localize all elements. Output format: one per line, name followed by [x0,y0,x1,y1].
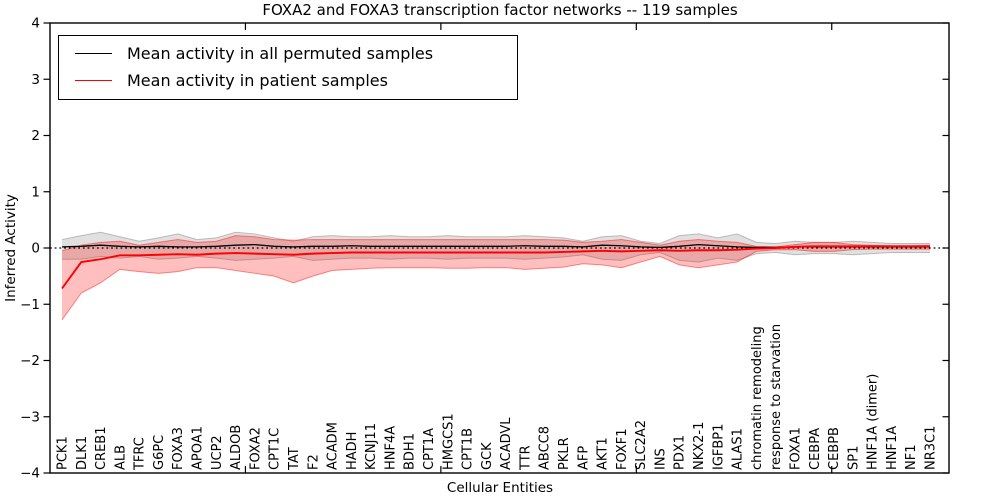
chart-title: FOXA2 and FOXA3 transcription factor net… [262,1,738,19]
permuted-line-swatch [75,53,112,54]
x-category-label: DLK1 [75,436,90,470]
x-category-label: FOXA1 [788,427,803,470]
y-tick-label: 4 [31,16,40,32]
x-category-label: FOXF1 [615,428,630,470]
y-tick-label: 2 [31,128,40,144]
x-category-label: TTR [518,445,533,471]
x-category-label: NF1 [904,445,919,470]
x-category-label: FOXA3 [171,427,186,470]
y-axis-label: Inferred Activity [3,194,19,302]
x-category-label: HNF4A [383,426,398,470]
x-category-label: G6PC [152,435,167,470]
x-category-label: SP1 [846,446,861,470]
x-category-label: PKLR [557,437,572,470]
x-category-label: KCNJ11 [364,423,379,470]
x-category-label: CEBPA [808,428,823,470]
x-category-label: APOA1 [191,426,206,470]
x-category-label: UCP2 [210,435,225,470]
x-category-label: PDX1 [673,435,688,470]
y-tick-label: −3 [20,409,40,425]
x-category-label: ALDOB [229,425,244,470]
y-tick-label: −4 [20,466,40,482]
legend-label-patient: Mean activity in patient samples [127,71,388,90]
legend: Mean activity in all permuted samples Me… [58,35,518,100]
x-category-label: CPT1B [461,428,476,470]
y-tick-label: −2 [20,353,40,369]
legend-item-permuted: Mean activity in all permuted samples [59,40,517,67]
x-category-label: PCK1 [56,436,71,470]
x-category-label: NKX2-1 [692,422,707,470]
x-category-label: SLC2A2 [634,420,649,470]
x-category-label: response to starvation [769,324,784,470]
permuted-band-upper-edge [61,231,930,245]
x-category-label: CPT1C [268,428,283,470]
legend-item-patient: Mean activity in patient samples [59,67,517,94]
x-category-label: GCK [480,442,495,470]
y-tick-label: −1 [20,297,40,313]
x-category-label: ABCC8 [538,426,553,470]
x-category-label: CREB1 [94,426,109,470]
x-category-label: FOXA2 [248,427,263,470]
x-category-label: chromatin remodeling [750,326,765,470]
x-category-label: ACADVL [499,417,514,470]
x-category-label: HNF1A [885,426,900,470]
patient-band-lower-edge [61,248,930,321]
y-tick-label: 1 [31,184,40,200]
x-category-label: AFP [576,446,591,470]
x-category-label: BDH1 [403,433,418,470]
x-category-label: INS [653,448,668,470]
x-category-label: TFRC [133,437,148,471]
x-category-label: ACADM [326,422,341,470]
y-tick-label: 0 [31,241,40,257]
x-axis-label: Cellular Entities [446,480,554,496]
patient-std-band [62,235,930,320]
x-category-label: HNF1A (dimer) [866,374,881,470]
x-category-label: IGFBP1 [711,424,726,470]
x-category-label: CEBPB [827,427,842,470]
x-category-label: ALB [113,445,128,470]
x-category-label: F2 [306,454,321,470]
y-tick-label: 3 [31,72,40,88]
patient-mean-line [61,245,930,290]
x-category-label: TAT [287,447,302,471]
permuted-band-lower-edge [62,251,930,263]
x-category-label: CPT1A [422,428,437,470]
legend-label-permuted: Mean activity in all permuted samples [127,44,434,63]
patient-line-swatch [75,80,112,81]
patient-band-upper-edge [61,235,931,252]
x-category-label: AKT1 [596,437,611,470]
x-category-label: NR3C1 [924,426,939,470]
x-category-label: ALAS1 [731,428,746,470]
x-category-label: HMGCS1 [441,413,456,470]
x-category-label: HADH [345,432,360,470]
